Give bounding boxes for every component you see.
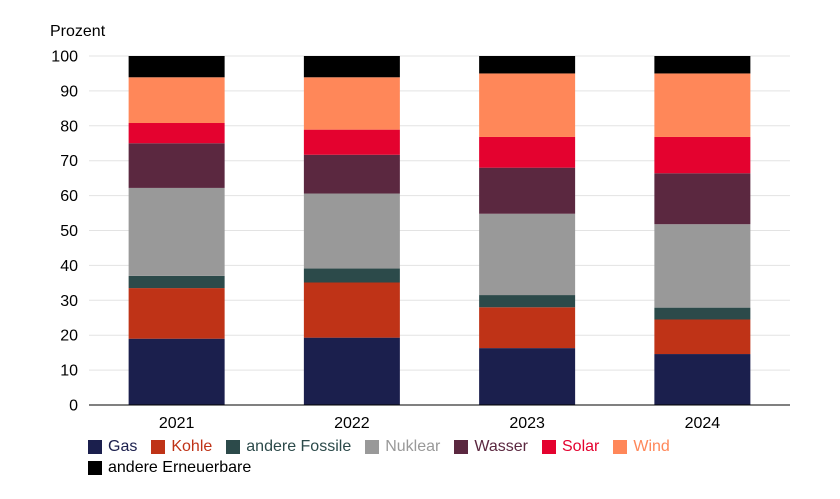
bar-segment xyxy=(479,307,576,349)
bar-segment xyxy=(479,295,576,308)
legend-item: Wasser xyxy=(454,436,528,457)
legend-label: Kohle xyxy=(171,438,213,455)
bar-segment xyxy=(654,319,751,355)
bar-segment xyxy=(479,348,576,405)
legend-label: Gas xyxy=(108,438,138,455)
bar-segment xyxy=(654,354,751,405)
legend-label: Wind xyxy=(633,438,670,455)
bar-segment xyxy=(303,77,400,130)
x-tick-label: 2024 xyxy=(685,415,721,432)
legend-item: andere Erneuerbare xyxy=(88,457,251,478)
legend-label: Wasser xyxy=(474,438,528,455)
x-tick-label: 2021 xyxy=(159,415,195,432)
legend-item: andere Fossile xyxy=(226,436,351,457)
bar-segment xyxy=(479,167,576,214)
y-tick-label: 80 xyxy=(60,118,78,135)
y-tick-label: 100 xyxy=(51,49,78,66)
bar-segment xyxy=(654,73,751,137)
bars xyxy=(128,56,751,405)
x-tick-labels: 2021 2022 2023 2024 xyxy=(159,415,720,432)
bar-segment xyxy=(128,338,225,405)
bar-segment xyxy=(128,288,225,339)
bar-segment xyxy=(128,275,225,289)
legend: Gas Kohle andere Fossile Nuklear Wasser Solar… xyxy=(88,436,808,478)
bar-segment xyxy=(128,77,225,124)
legend-swatch xyxy=(542,439,556,454)
y-tick-label: 20 xyxy=(60,328,78,345)
x-tick-label: 2023 xyxy=(509,415,545,432)
legend-label: andere Fossile xyxy=(246,438,352,455)
bar-segment xyxy=(654,56,751,74)
legend-swatch xyxy=(151,439,166,454)
y-tick-label: 70 xyxy=(60,153,78,170)
legend-swatch xyxy=(454,439,469,454)
legend-swatch xyxy=(613,439,628,454)
bar-segment xyxy=(303,193,400,269)
bar-segment xyxy=(303,337,400,405)
bar-segment xyxy=(128,123,225,144)
legend-label: Nuklear xyxy=(385,438,441,455)
legend-item: Nuklear xyxy=(365,436,440,457)
legend-item: Wind xyxy=(613,436,670,457)
bar-segment xyxy=(128,56,225,78)
legend-swatch xyxy=(365,439,380,454)
bar-segment xyxy=(479,136,576,168)
legend-item: Gas xyxy=(88,436,137,457)
bar-segment xyxy=(654,173,751,225)
y-tick-label: 10 xyxy=(60,363,78,380)
y-tick-label: 60 xyxy=(60,188,78,205)
legend-label: Solar xyxy=(562,438,600,455)
y-tick-label: 40 xyxy=(60,258,78,275)
y-tick-label: 0 xyxy=(69,398,78,415)
bar-segment xyxy=(654,136,751,174)
bar-segment xyxy=(128,187,225,276)
bar-segment xyxy=(303,282,400,338)
legend-item: Kohle xyxy=(151,436,212,457)
legend-swatch xyxy=(88,460,102,475)
bar-segment xyxy=(128,143,225,188)
bar-segment xyxy=(479,213,576,296)
legend-swatch xyxy=(226,439,241,454)
bar-segment xyxy=(654,307,751,320)
legend-label: andere Erneuerbare xyxy=(108,459,252,476)
legend-swatch xyxy=(88,439,102,454)
bar-segment xyxy=(303,129,400,155)
bar-segment xyxy=(654,224,751,308)
y-tick-label: 30 xyxy=(60,293,78,310)
bar-segment xyxy=(303,268,400,283)
y-tick-labels: 0 10 20 30 40 50 60 70 80 90 100 xyxy=(51,49,78,415)
bar-segment xyxy=(303,154,400,194)
bar-segment xyxy=(303,56,400,78)
bar-segment xyxy=(479,73,576,137)
y-tick-label: 50 xyxy=(60,223,78,240)
bar-segment xyxy=(479,56,576,74)
y-tick-label: 90 xyxy=(60,83,78,100)
y-axis-label: Prozent xyxy=(50,23,106,40)
x-tick-label: 2022 xyxy=(334,415,370,432)
legend-item: Solar xyxy=(542,436,599,457)
